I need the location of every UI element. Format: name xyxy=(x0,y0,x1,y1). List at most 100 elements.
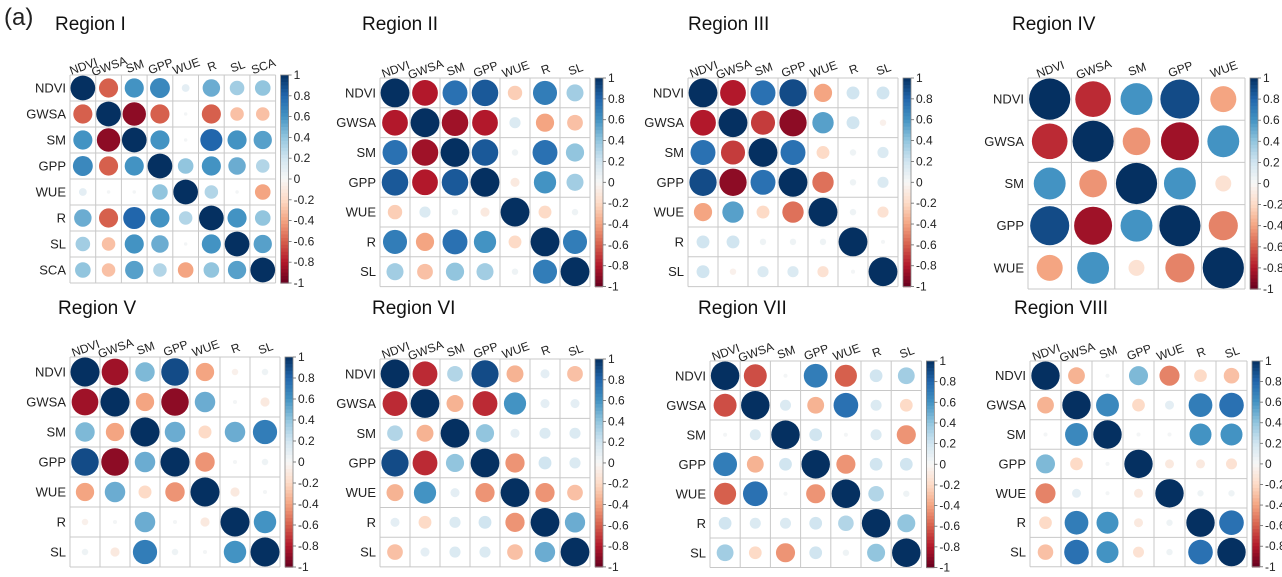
correlation-circle xyxy=(412,169,438,196)
correlation-circle xyxy=(147,153,173,179)
colorbar-tick-label: 1 xyxy=(298,350,305,364)
colorbar-segment xyxy=(280,279,289,284)
colorbar-segment xyxy=(1250,218,1258,223)
correlation-circle xyxy=(450,488,460,498)
colorbar-segment xyxy=(285,532,293,537)
colorbar-tick-label: -1 xyxy=(608,560,619,574)
colorbar-tick-label: 0.8 xyxy=(298,371,315,385)
correlation-circle xyxy=(729,268,737,275)
correlation-circle xyxy=(121,127,147,153)
correlation-circle xyxy=(1166,519,1173,526)
colorbar-segment xyxy=(926,467,935,472)
correlation-circle xyxy=(807,396,825,414)
colorbar-segment xyxy=(595,248,603,253)
column-label: GPP xyxy=(146,55,175,77)
colorbar-tick-label: 0 xyxy=(916,175,923,189)
colorbar-segment xyxy=(595,445,603,450)
colorbar-segment xyxy=(595,431,603,436)
colorbar-segment xyxy=(926,367,935,372)
colorbar-tick-label: 0.4 xyxy=(1263,134,1280,148)
correlation-circle xyxy=(420,547,430,557)
correlation-circle xyxy=(475,424,495,443)
correlation-circle xyxy=(255,107,270,121)
colorbar-tick-label: 0.6 xyxy=(294,110,311,124)
colorbar-segment xyxy=(280,213,289,218)
colorbar-tick-label: -1 xyxy=(1265,560,1276,574)
column-label: NDVI xyxy=(380,339,412,362)
row-label: GPP xyxy=(39,455,66,470)
correlation-circle xyxy=(1037,544,1054,560)
correlation-circle xyxy=(200,517,210,527)
colorbar-segment xyxy=(903,95,911,100)
colorbar-tick-label: -0.4 xyxy=(608,217,629,231)
colorbar-segment xyxy=(280,251,289,256)
correlation-circle xyxy=(1219,510,1244,535)
correlation-circle xyxy=(530,507,560,537)
correlation-circle xyxy=(475,483,495,503)
colorbar-segment xyxy=(1252,522,1260,527)
correlation-circle xyxy=(451,208,459,216)
correlation-circle xyxy=(470,448,500,478)
correlation-circle xyxy=(833,392,859,418)
colorbar-segment xyxy=(285,367,293,372)
correlation-circle xyxy=(690,109,716,136)
row-label: SM xyxy=(1007,427,1027,442)
column-label: SM xyxy=(135,339,157,358)
colorbar-segment xyxy=(280,237,289,242)
column-label: SL xyxy=(566,60,585,78)
colorbar-segment xyxy=(595,133,603,138)
colorbar-segment xyxy=(1250,239,1258,244)
correlation-circle xyxy=(195,452,215,472)
correlation-circle xyxy=(181,84,190,92)
colorbar-segment xyxy=(595,549,603,554)
correlation-circle xyxy=(441,109,469,136)
colorbar-segment xyxy=(595,189,603,194)
colorbar-segment xyxy=(595,126,603,131)
colorbar-segment xyxy=(926,412,935,417)
colorbar-segment xyxy=(285,546,293,551)
colorbar-segment xyxy=(903,210,911,215)
correlation-circle xyxy=(836,454,856,474)
colorbar-tick-label: 0 xyxy=(608,175,615,189)
colorbar-segment xyxy=(285,430,293,435)
colorbar-segment xyxy=(903,112,911,117)
column-label: SL xyxy=(874,60,893,78)
colorbar-segment xyxy=(1252,508,1260,513)
correlation-circle xyxy=(505,512,525,532)
correlation-circle xyxy=(870,429,882,441)
column-label: GPP xyxy=(471,58,500,80)
correlation-circle xyxy=(838,515,854,532)
colorbar-segment xyxy=(595,88,603,93)
colorbar-segment xyxy=(1250,197,1258,202)
colorbar-segment xyxy=(595,220,603,225)
correlation-circle xyxy=(566,173,584,191)
colorbar-tick-label: 0 xyxy=(939,457,946,471)
colorbar-segment xyxy=(595,227,603,232)
correlation-circle xyxy=(779,457,792,471)
colorbar-segment xyxy=(280,99,289,104)
column-label: WUE xyxy=(500,58,531,81)
colorbar-segment xyxy=(280,189,289,194)
correlation-circle xyxy=(73,130,93,150)
colorbar-segment xyxy=(1250,81,1258,86)
colorbar-segment xyxy=(285,507,293,512)
colorbar-tick-label: 0.8 xyxy=(916,92,933,106)
row-label: SM xyxy=(1005,176,1025,191)
colorbar-tick-label: 0.2 xyxy=(608,154,625,168)
row-label: GPP xyxy=(349,175,376,190)
correlation-circle xyxy=(415,232,435,252)
correlation-circle xyxy=(1093,420,1122,449)
colorbar-segment xyxy=(595,365,603,370)
row-label: WUE xyxy=(346,205,377,220)
colorbar-segment xyxy=(1250,99,1258,104)
correlation-circle xyxy=(106,190,111,194)
correlation-circle xyxy=(1096,541,1119,564)
colorbar-segment xyxy=(903,192,911,197)
colorbar-segment xyxy=(1252,402,1260,407)
colorbar-segment xyxy=(595,456,603,461)
row-label: GWSA xyxy=(26,107,66,122)
column-label: WUE xyxy=(1208,58,1239,81)
colorbar-segment xyxy=(903,220,911,225)
